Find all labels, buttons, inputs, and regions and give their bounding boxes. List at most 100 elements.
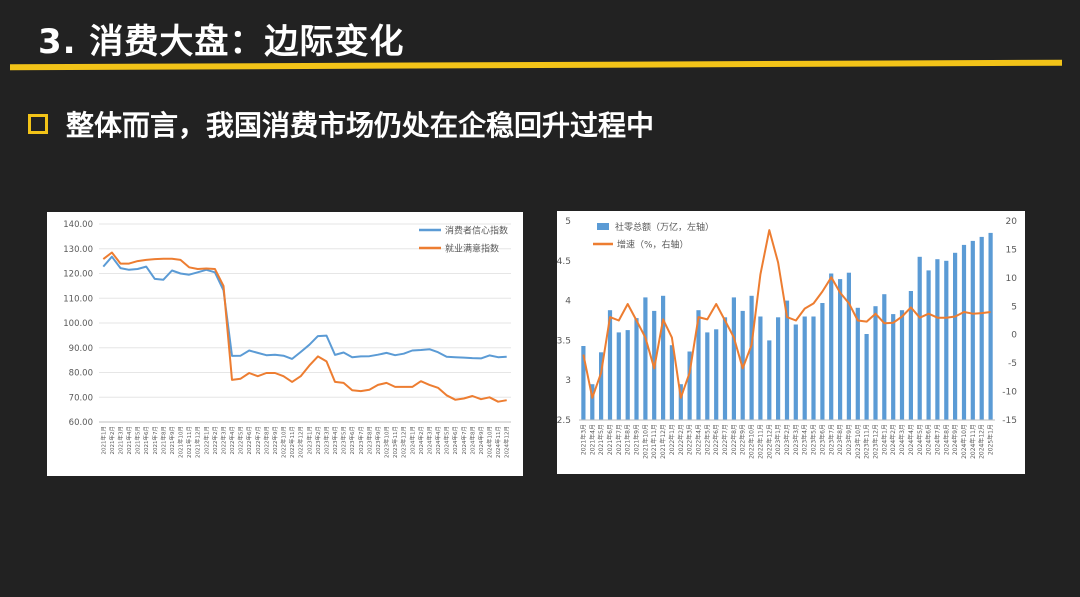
y-tick-label: 70.00 [69,393,93,403]
x-tick-label: 2021年6月 [606,424,614,455]
square-bullet-icon [28,114,48,134]
x-tick-label: 2024年6月 [451,426,459,455]
x-tick-label: 2023年2月 [783,424,791,455]
series-line [102,255,507,360]
y2-tick-label: 0 [1011,331,1017,341]
x-tick-label: 2022年5月 [703,424,711,455]
x-tick-label: 2023年3月 [792,424,800,455]
subtitle-text: 整体而言，我国消费市场仍处在企稳回升过程中 [66,109,655,142]
x-tick-label: 2023年4月 [331,426,339,455]
x-tick-label: 2022年4月 [694,424,702,455]
x-tick-label: 2023年7月 [357,426,365,455]
x-tick-label: 2024年4月 [434,426,442,455]
x-tick-label: 2023年7月 [827,424,835,455]
x-tick-label: 2021年1月 [99,426,107,455]
x-tick-label: 2021年3月 [116,426,124,455]
bar [599,352,604,420]
x-tick-label: 2021年6月 [142,426,150,455]
x-tick-label: 2021年11月 [185,426,193,458]
x-tick-label: 2021年3月 [579,424,587,455]
y-tick-label: 2.5 [557,416,571,426]
bar [767,340,772,420]
x-tick-label: 2021年9月 [633,424,641,455]
bar [961,244,967,420]
y-tick-label: 100.00 [63,319,93,329]
bar [908,291,913,420]
y-tick-label: 4.5 [557,257,571,267]
x-tick-label: 2023年9月 [845,424,853,455]
bar [953,252,958,420]
x-tick-label: 2022年11月 [288,426,296,458]
x-tick-label: 2021年5月 [597,424,605,455]
x-tick-label: 2024年7月 [460,426,468,455]
y-tick-label: 140.00 [63,220,93,230]
x-tick-label: 2022年5月 [237,426,245,455]
bar [838,279,843,420]
bar [944,260,949,420]
y2-tick-label: -15 [1002,416,1017,426]
x-tick-label: 2023年1月 [774,424,782,455]
bar [891,314,896,420]
y-tick-label: 90.00 [69,344,93,354]
bar [793,324,798,420]
bar [669,345,674,420]
x-tick-label: 2021年10月 [641,424,649,459]
bar [581,346,586,420]
x-tick-label: 2024年8月 [942,424,950,455]
x-tick-label: 2021年7月 [615,424,623,455]
x-tick-label: 2021年8月 [624,424,632,455]
x-tick-label: 2022年4月 [228,426,236,455]
x-tick-label: 2023年12月 [872,424,880,459]
x-tick-label: 2024年3月 [425,426,433,455]
x-tick-label: 2022年9月 [271,426,279,455]
x-tick-label: 2021年2月 [108,426,116,455]
legend-label: 增速（%，右轴） [617,239,689,251]
bar [607,310,613,420]
x-tick-label: 2023年12月 [400,426,408,458]
bar [590,384,595,420]
x-tick-label: 2024年4月 [907,424,915,455]
x-tick-label: 2024年3月 [898,424,906,455]
y-tick-label: 3 [565,376,571,386]
x-tick-label: 2023年10月 [383,426,391,458]
bar [882,294,887,420]
x-tick-label: 2022年1月 [202,426,210,455]
x-tick-label: 2024年10月 [960,424,968,459]
bar [873,306,878,420]
x-tick-label: 2022年10月 [280,426,288,458]
y2-tick-label: -10 [1002,388,1017,398]
bar [846,272,851,420]
x-tick-label: 2022年9月 [739,424,747,455]
x-tick-label: 2024年7月 [933,424,941,455]
confidence-chart: 60.00 70.00 80.00 90.00 100.00 110.00 120.00 13… [63,220,511,458]
y-tick-label: 60.00 [69,418,93,428]
x-tick-label: 2021年5月 [134,426,142,455]
x-tick-label: 2024年12月 [503,426,511,458]
x-tick-label: 2023年4月 [801,424,809,455]
x-tick-label: 2022年7月 [254,426,262,455]
x-tick-label: 2022年12月 [765,424,773,459]
bar [970,240,975,420]
bar [634,318,639,420]
x-tick-label: 2024年1月 [408,426,416,455]
legend-label: 就业满意指数 [445,243,499,255]
x-tick-label: 2021年12月 [659,424,667,459]
bar [731,297,736,420]
bar [661,295,666,420]
bar [802,316,807,420]
x-tick-label: 2022年10月 [748,424,756,459]
x-tick-label: 2024年11月 [969,424,977,459]
y2-tick-label: -5 [1008,359,1017,369]
bar [643,297,648,420]
bar [820,303,825,420]
x-tick-label: 2024年12月 [978,424,986,459]
y2-tick-label: 5 [1011,302,1017,312]
x-tick-label: 2021年9月 [168,426,176,455]
x-tick-label: 2024年11月 [494,426,502,458]
x-tick-label: 2022年2月 [677,424,685,455]
series-line [102,251,507,403]
y-tick-label: 3.5 [557,336,571,346]
x-tick-label: 2022年7月 [721,424,729,455]
bar [784,300,790,420]
